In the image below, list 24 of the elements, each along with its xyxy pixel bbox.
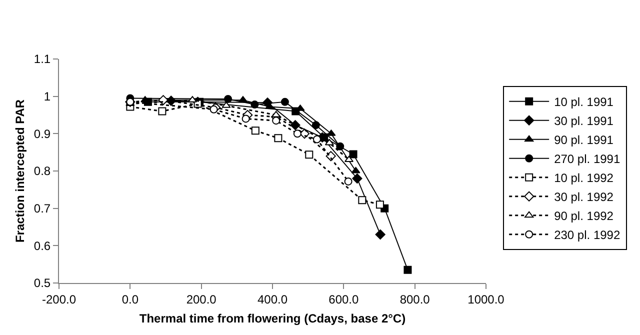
x-tick-label: 0.0 (122, 292, 139, 306)
legend-label: 230 pl. 1992 (554, 228, 620, 242)
y-axis-title: Fraction intercepted PAR (13, 99, 28, 243)
legend-label: 90 pl. 1992 (554, 209, 614, 224)
x-tick-label: 1000.0 (468, 292, 505, 306)
legend-label: 10 pl. 1991 (554, 95, 614, 110)
legend-label: 10 pl. 1992 (554, 171, 614, 186)
y-tick-label: 1 (44, 90, 51, 104)
y-tick-label: 0.7 (34, 202, 51, 216)
y-tick-label: 0.9 (34, 126, 51, 141)
x-tick-label: -200.0 (42, 292, 76, 306)
legend-label: 30 pl. 1992 (554, 190, 614, 204)
x-axis-title: Thermal time from flowering (Cdays, base 2°C) (139, 311, 406, 326)
legend-label: 270 pl. 1991 (554, 152, 620, 166)
y-tick-label: 0.8 (34, 164, 51, 178)
x-tick-label: 400.0 (257, 292, 288, 306)
legend-label: 90 pl. 1991 (554, 133, 614, 148)
x-tick-label: 800.0 (400, 292, 430, 306)
y-tick-label: 0.6 (34, 238, 51, 253)
y-tick-label: 0.5 (34, 276, 51, 290)
x-tick-label: 600.0 (328, 292, 360, 306)
x-tick-label: 200.0 (186, 292, 217, 306)
legend-label: 30 pl. 1991 (554, 114, 614, 128)
y-tick-label: 1.1 (34, 52, 51, 66)
